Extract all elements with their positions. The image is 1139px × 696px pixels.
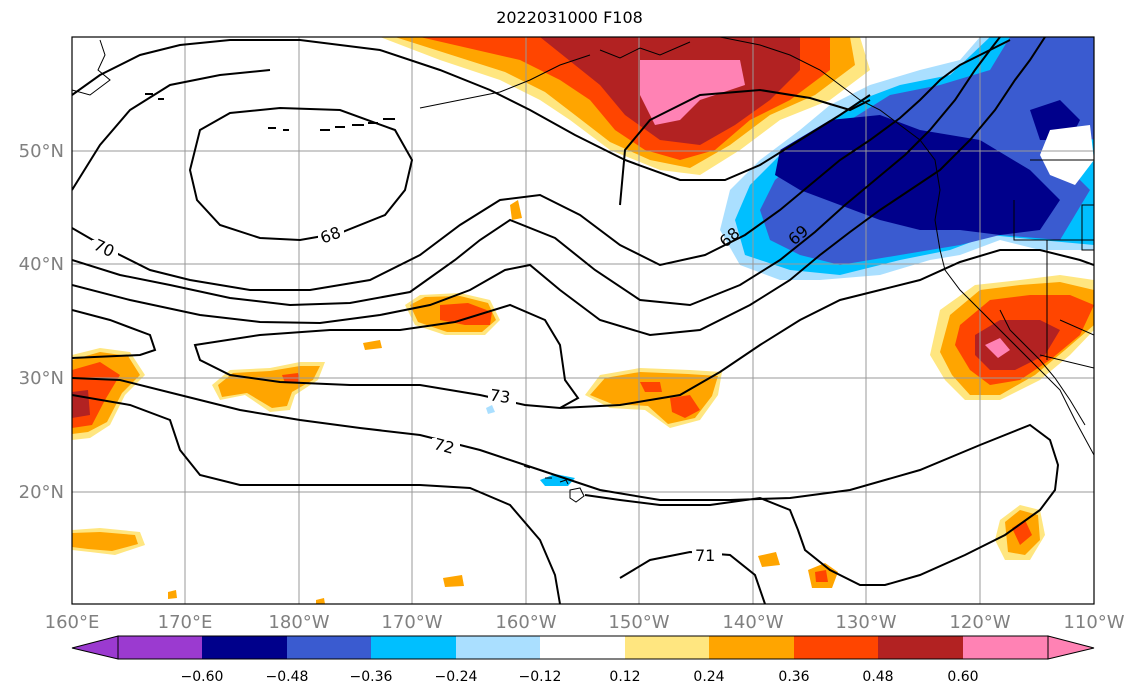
colorbar-tick-label: −0.12 bbox=[519, 669, 562, 685]
colorbar-tick-label: 0.12 bbox=[609, 669, 640, 685]
gridlines bbox=[72, 37, 1094, 604]
lon-label-180w: 180°W bbox=[268, 612, 329, 633]
lat-label-50n: 50°N bbox=[19, 141, 64, 162]
colorbar-bin bbox=[456, 636, 540, 659]
map-title: 2022031000 F108 bbox=[496, 8, 643, 27]
colorbar-extend-low bbox=[71, 635, 119, 660]
hawaii-islands bbox=[523, 465, 585, 503]
lat-label-40n: 40°N bbox=[19, 254, 64, 275]
lon-label-170w: 170°W bbox=[381, 612, 442, 633]
colorbar-tick-label: 0.24 bbox=[693, 669, 724, 685]
plot-frame bbox=[71, 36, 1095, 605]
lon-label-120w: 120°W bbox=[949, 612, 1010, 633]
lon-label-130w: 130°W bbox=[835, 612, 896, 633]
lon-label-160e: 160°E bbox=[45, 612, 100, 633]
colorbar-tick-label: −0.60 bbox=[181, 669, 224, 685]
colorbar-bin bbox=[371, 636, 456, 659]
coastlines bbox=[72, 37, 1094, 456]
colorbar-extend-high bbox=[1047, 635, 1095, 660]
colorbar-tick-label: 0.60 bbox=[947, 669, 978, 685]
colorbar-tick-label: −0.48 bbox=[266, 669, 309, 685]
colorbar-bin bbox=[794, 636, 878, 659]
lat-label-30n: 30°N bbox=[19, 368, 64, 389]
lon-label-150w: 150°W bbox=[608, 612, 669, 633]
colorbar: −0.60 −0.48 −0.36 −0.24 −0.12 0.12 0.24 … bbox=[71, 635, 1095, 685]
contour-label-73: 73 bbox=[489, 385, 512, 407]
plot-area: 70 68 68 69 73 72 71 bbox=[72, 37, 1094, 604]
colorbar-bin bbox=[202, 636, 287, 659]
contour-label-71: 71 bbox=[695, 546, 715, 565]
colorbar-bin bbox=[287, 636, 371, 659]
lon-label-140w: 140°W bbox=[722, 612, 783, 633]
lon-label-160w: 160°W bbox=[495, 612, 556, 633]
colorbar-bin bbox=[540, 636, 625, 659]
lon-label-110w: 110°W bbox=[1063, 612, 1124, 633]
colorbar-tick-label: −0.24 bbox=[435, 669, 478, 685]
colorbar-bin bbox=[625, 636, 709, 659]
colorbar-tick-label: 0.48 bbox=[862, 669, 893, 685]
lon-label-170e: 170°E bbox=[158, 612, 213, 633]
lat-label-20n: 20°N bbox=[19, 482, 64, 503]
colorbar-bin bbox=[709, 636, 794, 659]
colorbar-bin bbox=[963, 636, 1048, 659]
contour-label-72: 72 bbox=[432, 434, 457, 458]
colorbar-bin bbox=[878, 636, 963, 659]
colorbar-tick-label: −0.36 bbox=[350, 669, 393, 685]
colorbar-bin bbox=[118, 636, 202, 659]
colorbar-tick-label: 0.36 bbox=[778, 669, 809, 685]
height-contours bbox=[72, 37, 1094, 604]
